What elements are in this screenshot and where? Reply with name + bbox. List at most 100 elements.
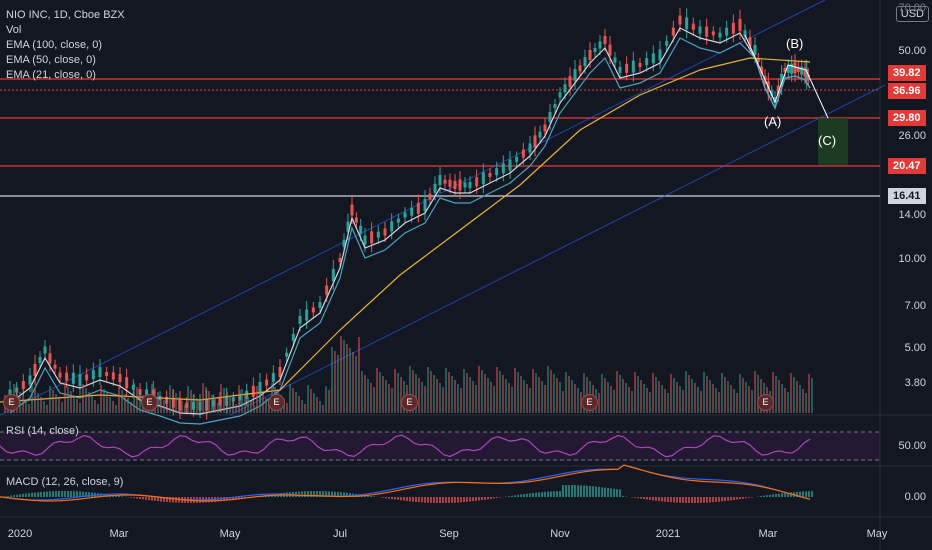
candle-body	[53, 364, 57, 369]
target-zone-box	[818, 118, 848, 165]
volume-bar	[355, 356, 357, 413]
candle-body	[359, 226, 363, 234]
candle-body	[271, 372, 275, 382]
macd-histogram-bar	[37, 492, 39, 497]
volume-bar	[739, 374, 741, 413]
volume-bar	[400, 377, 402, 413]
candle-body	[105, 372, 109, 376]
macd-histogram-bar	[451, 497, 453, 503]
macd-histogram-bar	[475, 497, 477, 501]
rsi-axis-tick: 50.00	[898, 440, 926, 452]
volume-bar	[85, 388, 87, 413]
macd-label[interactable]: MACD (12, 26, close, 9)	[6, 476, 124, 488]
macd-histogram-bar	[160, 497, 162, 502]
macd-histogram-bar	[457, 497, 459, 503]
macd-histogram-bar	[811, 491, 813, 497]
earnings-marker[interactable]: E	[757, 394, 774, 411]
volume-bar	[100, 385, 102, 413]
macd-histogram-bar	[316, 491, 318, 497]
volume-bar	[64, 383, 66, 413]
volume-bar	[67, 387, 69, 413]
macd-histogram-bar	[322, 491, 324, 497]
candle-body	[731, 22, 735, 34]
macd-histogram-bar	[10, 495, 12, 497]
wave-label-a[interactable]: (A)	[764, 114, 782, 129]
volume-bar	[682, 390, 684, 413]
macd-histogram-bar	[49, 491, 51, 497]
macd-histogram-bar	[229, 497, 231, 501]
volume-bar	[202, 383, 204, 413]
macd-histogram-bar	[703, 497, 705, 503]
wave-label-c[interactable]: (C)	[818, 133, 837, 148]
macd-histogram-bar	[580, 485, 582, 497]
volume-bar	[445, 368, 447, 413]
macd-histogram-bar	[760, 496, 762, 497]
candle-body	[185, 402, 189, 408]
macd-histogram-bar	[433, 497, 435, 503]
rsi-label[interactable]: RSI (14, close)	[6, 425, 79, 437]
macd-histogram-bar	[238, 497, 240, 499]
earnings-marker[interactable]: E	[401, 394, 418, 411]
macd-histogram-bar	[742, 497, 744, 499]
volume-bar	[163, 400, 165, 413]
ema100-label[interactable]: EMA (100, close, 0)	[6, 39, 102, 51]
candle-body	[583, 57, 587, 67]
currency-selector[interactable]: USD	[895, 6, 929, 22]
macd-histogram-bar	[91, 492, 93, 497]
macd-histogram-bar	[721, 497, 723, 502]
volume-bar	[685, 371, 687, 413]
volume-bar	[727, 381, 729, 413]
macd-histogram-bar	[469, 497, 471, 502]
price-tick: 14.00	[898, 209, 926, 221]
volume-bar	[721, 373, 723, 413]
volume-bar	[310, 389, 312, 413]
volume-bar	[463, 369, 465, 413]
volume-bar	[175, 393, 177, 413]
volume-bar	[217, 403, 219, 413]
volume-bar	[442, 387, 444, 413]
volume-bar	[691, 379, 693, 413]
ema21-label[interactable]: EMA (21, close, 0)	[6, 69, 96, 81]
volume-bar	[301, 400, 303, 413]
volume-bar	[472, 381, 474, 413]
earnings-marker[interactable]: E	[141, 394, 158, 411]
volume-bar	[697, 387, 699, 413]
volume-bar	[643, 384, 645, 413]
candle-body	[725, 27, 729, 36]
volume-bar	[166, 404, 168, 413]
ema50-label[interactable]: EMA (50, close, 0)	[6, 54, 96, 66]
macd-histogram-bar	[532, 492, 534, 497]
earnings-marker[interactable]: E	[268, 394, 285, 411]
volume-bar	[520, 376, 522, 413]
symbol-title[interactable]: NIO INC, 1D, Cboe BZX	[6, 9, 125, 21]
volume-bar	[346, 344, 348, 413]
candle-body	[711, 31, 715, 36]
candle-body	[65, 372, 69, 381]
candle-body	[796, 66, 800, 72]
macd-histogram-bar	[484, 497, 486, 500]
volume-bar	[805, 393, 807, 413]
macd-histogram-bar	[637, 497, 639, 499]
wave-label-b[interactable]: (B)	[786, 36, 804, 51]
volume-bar	[475, 385, 477, 413]
volume-bar	[460, 388, 462, 413]
earnings-marker[interactable]: E	[581, 394, 598, 411]
volume-bar	[73, 395, 75, 413]
macd-histogram-bar	[748, 497, 750, 498]
volume-bar	[178, 397, 180, 413]
macd-histogram-bar	[25, 493, 27, 497]
macd-histogram-bar	[241, 497, 243, 499]
candle-body	[458, 179, 462, 191]
volume-bar	[409, 366, 411, 413]
volume-bar	[454, 380, 456, 413]
volume-bar	[25, 400, 27, 413]
vol-indicator-label[interactable]: Vol	[6, 24, 22, 36]
macd-histogram-bar	[709, 497, 711, 503]
candle-body	[783, 68, 787, 72]
earnings-marker[interactable]: E	[3, 394, 20, 411]
volume-bar	[646, 388, 648, 413]
candle-body	[631, 60, 635, 73]
macd-histogram-bar	[697, 497, 699, 503]
macd-histogram-bar	[223, 497, 225, 501]
